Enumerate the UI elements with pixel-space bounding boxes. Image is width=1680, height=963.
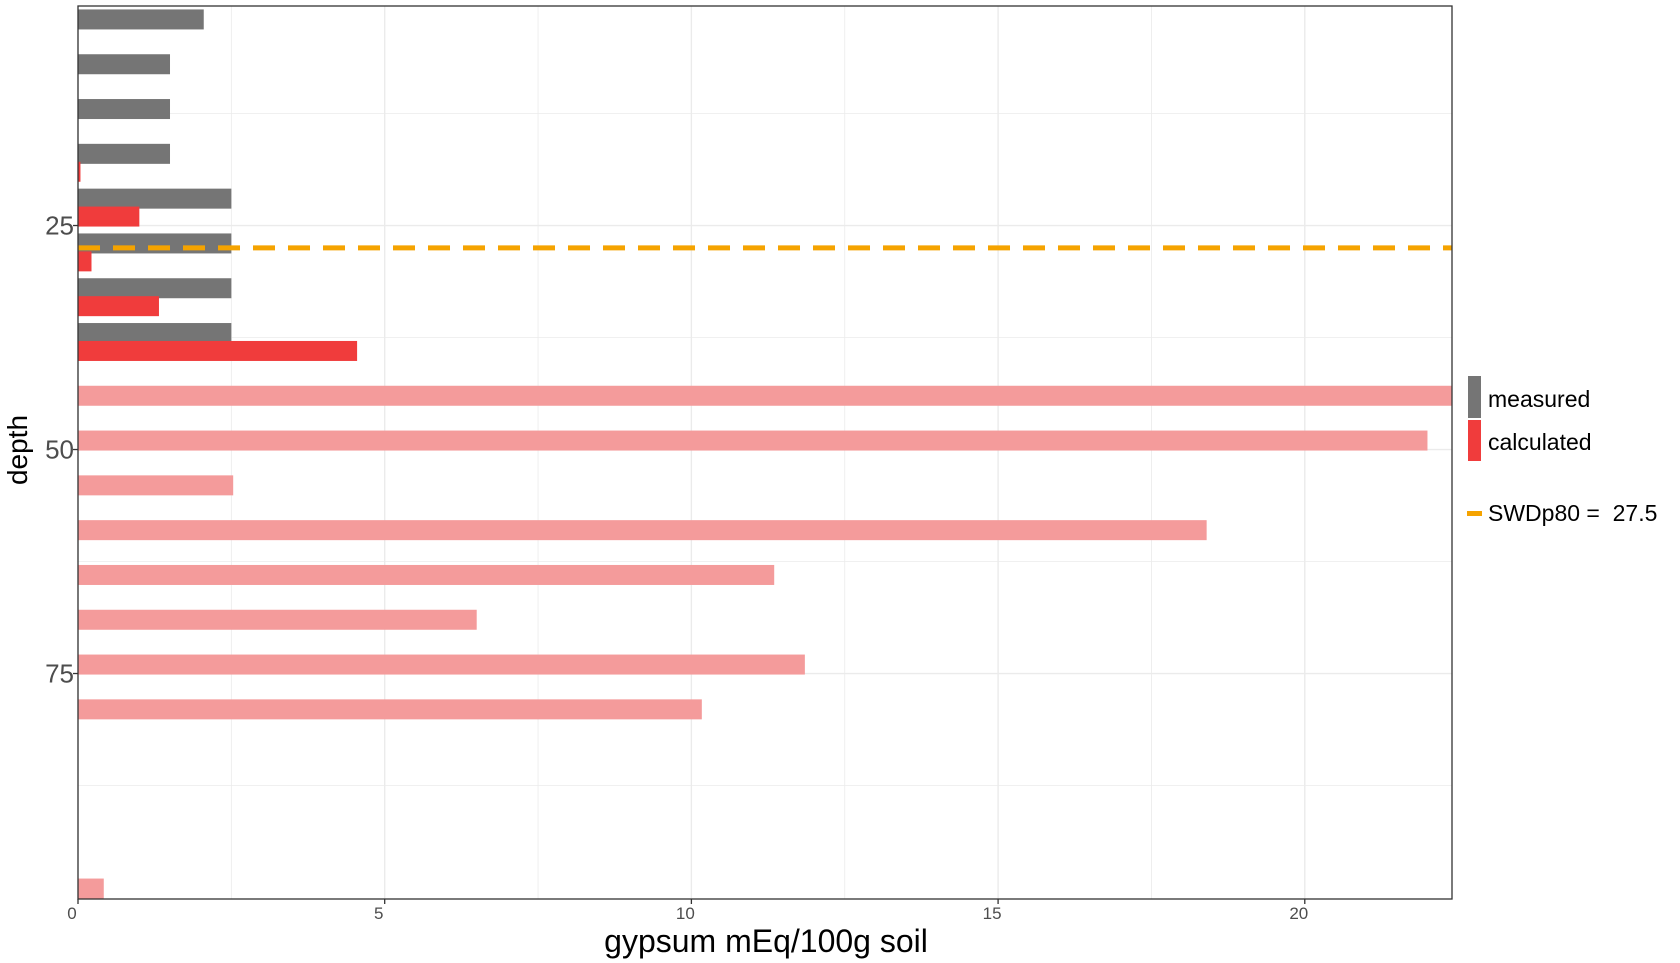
calculated-bar: [78, 878, 104, 899]
measured-bar: [78, 99, 171, 120]
legend-label-swdp80: SWDp80 = 27.5: [1488, 500, 1657, 526]
x-tick-label: 15: [983, 904, 1002, 923]
calculated-bar: [78, 520, 1207, 541]
legend-label-measured: measured: [1488, 386, 1590, 412]
measured-bar: [78, 323, 232, 344]
measured-bar: [78, 9, 204, 30]
y-tick-label: 25: [45, 211, 74, 241]
measured-bar: [78, 143, 171, 164]
calculated-bar: [78, 475, 234, 496]
legend-label-calculated: calculated: [1488, 429, 1592, 455]
y-axis-title: depth: [2, 415, 33, 485]
x-tick-label: 10: [676, 904, 695, 923]
calculated-bar: [78, 654, 805, 675]
x-axis-title: gypsum mEq/100g soil: [604, 923, 928, 959]
calculated-bar: [78, 206, 140, 227]
legend-key-measured: [1468, 376, 1481, 418]
legend: measured calculated SWDp80 = 27.5: [1467, 376, 1657, 526]
calculated-bar: [78, 699, 702, 720]
measured-bar: [78, 54, 171, 75]
plot-border: [77, 5, 1453, 900]
y-tick-label: 50: [45, 435, 74, 465]
calculated-bar: [78, 296, 159, 317]
calculated-bar: [78, 609, 477, 630]
y-tick-label: 75: [45, 659, 74, 689]
x-tick-label: 5: [374, 904, 383, 923]
y-axis-ticks: 25 50 75: [45, 211, 78, 689]
measured-bar: [78, 188, 232, 209]
grid-lines: [77, 6, 1452, 899]
bars: [78, 9, 1452, 899]
legend-key-calculated: [1468, 420, 1481, 461]
calculated-bar: [78, 385, 1452, 406]
calculated-bar: [78, 251, 92, 272]
calculated-bar: [78, 564, 775, 585]
calculated-bar: [78, 161, 81, 182]
x-tick-label: 0: [67, 904, 76, 923]
measured-bar: [78, 233, 232, 254]
calculated-bar: [78, 430, 1428, 451]
legend-key-swdp80: [1467, 511, 1482, 516]
x-axis-ticks: 0 5 10 15 20: [67, 899, 1308, 923]
measured-bar: [78, 278, 232, 299]
x-tick-label: 20: [1289, 904, 1308, 923]
calculated-bar: [78, 340, 358, 361]
